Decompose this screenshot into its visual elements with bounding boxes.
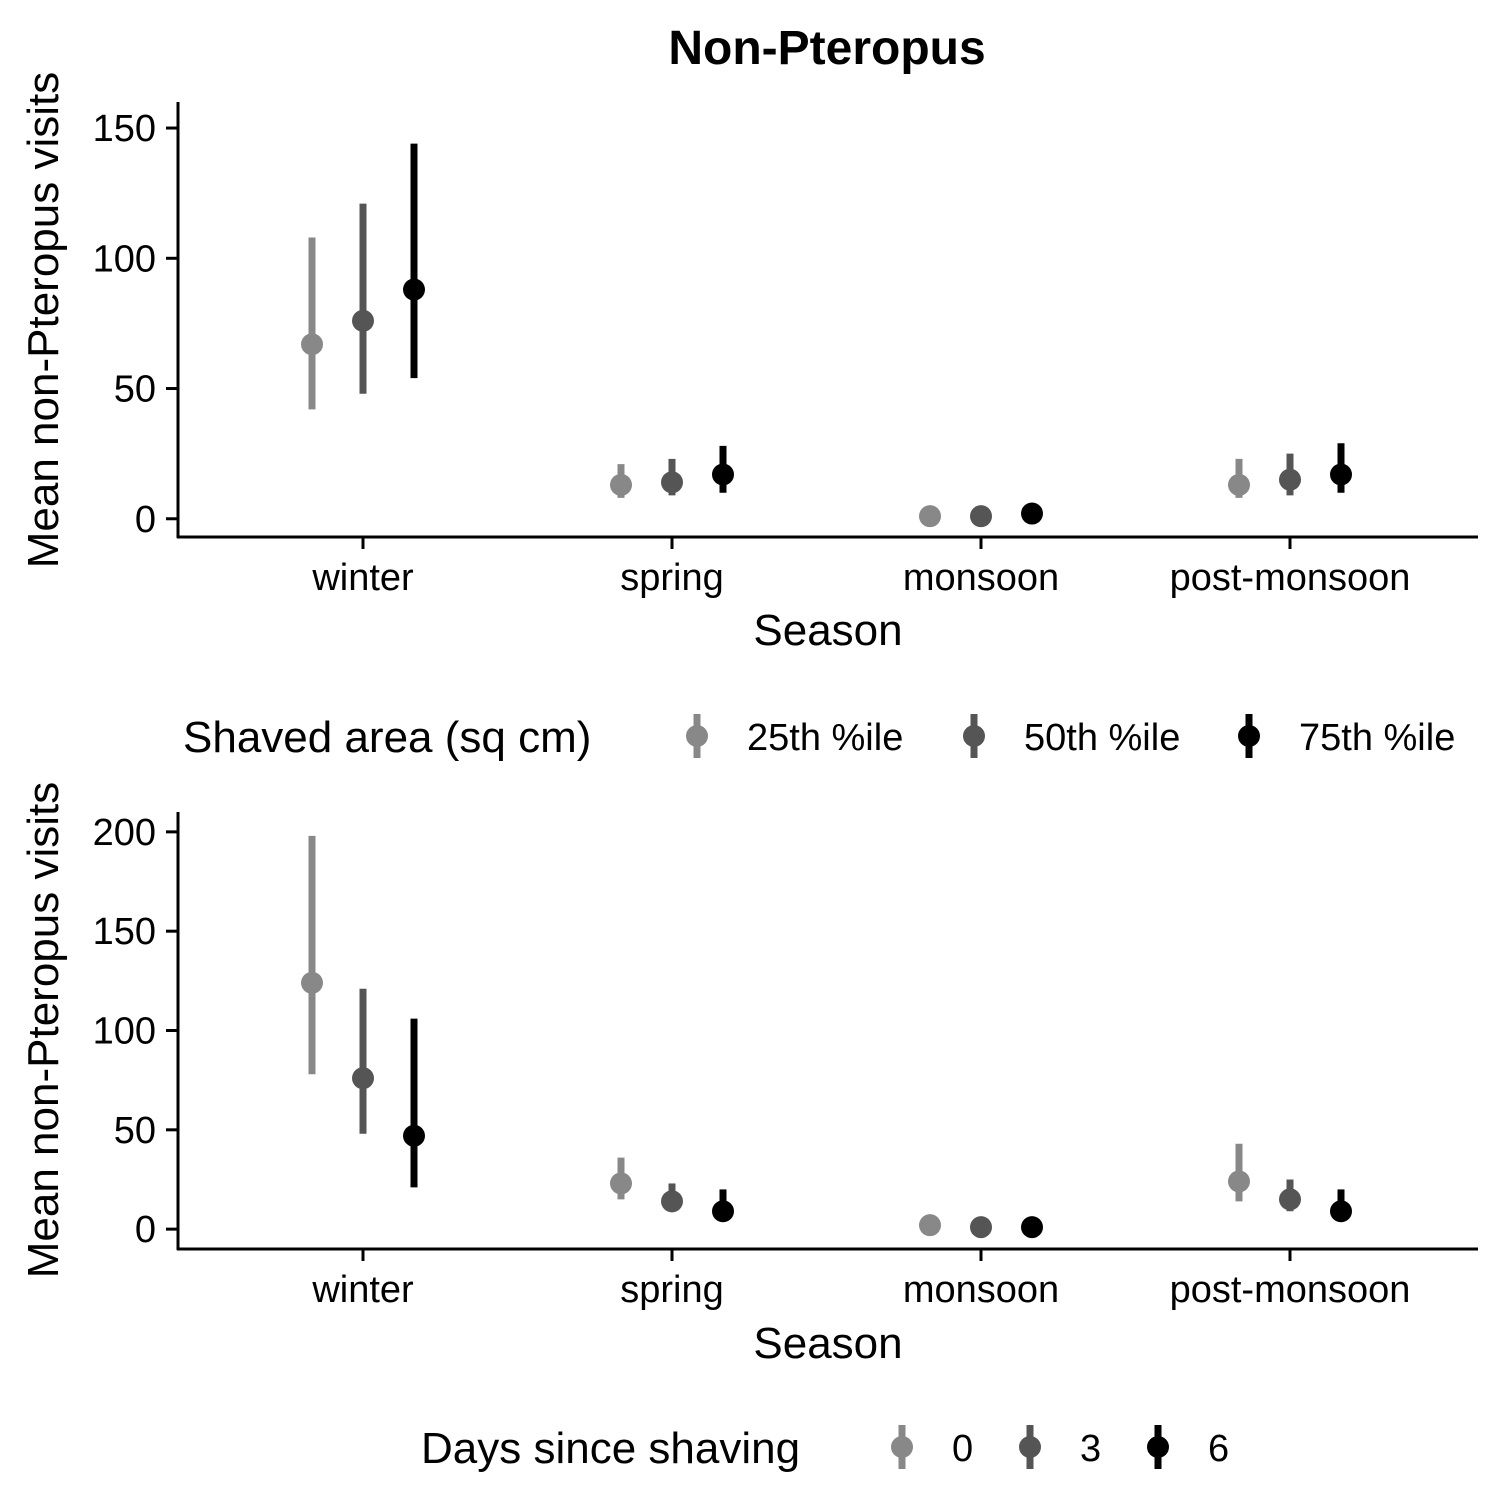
legend-label: 25th %ile xyxy=(747,717,903,759)
y-tick-label: 0 xyxy=(135,1209,156,1251)
legend-label: 75th %ile xyxy=(1299,717,1455,759)
data-point xyxy=(352,1067,374,1090)
data-point xyxy=(712,463,734,486)
data-point xyxy=(661,1190,683,1213)
x-tick-label: winter xyxy=(311,1269,414,1311)
y-tick-label: 100 xyxy=(93,238,156,280)
x-tick-label: spring xyxy=(620,557,724,599)
y-tick-label: 200 xyxy=(93,812,156,854)
data-point xyxy=(301,333,323,356)
figure-title: Non-Pteropus xyxy=(668,22,985,75)
x-axis-title: Season xyxy=(753,1319,902,1368)
data-point xyxy=(610,1172,632,1195)
bottom-panel: 0 50 100 150 200 winter spring monsoon post-mons… xyxy=(19,782,1478,1368)
data-point xyxy=(1228,1170,1250,1193)
data-point xyxy=(301,971,323,994)
y-tick-label: 0 xyxy=(135,499,156,541)
legend-key-point xyxy=(1019,1436,1041,1458)
data-point xyxy=(1330,1200,1352,1223)
data-point xyxy=(919,1214,941,1237)
data-point xyxy=(712,1200,734,1223)
data-point xyxy=(1228,473,1250,496)
legend-key-point xyxy=(963,725,985,747)
legend-label: 3 xyxy=(1080,1428,1101,1470)
x-tick-label: monsoon xyxy=(903,1269,1059,1311)
top-legend: Shaved area (sq cm) 25th %ile 50th %ile 75t… xyxy=(183,713,1455,762)
x-axis-title: Season xyxy=(753,606,902,655)
top-panel: 0 50 100 150 winter spring monsoon post-monsoon… xyxy=(19,72,1478,655)
x-tick-label: monsoon xyxy=(903,557,1059,599)
y-tick-label: 50 xyxy=(114,1110,156,1152)
y-tick-label: 150 xyxy=(93,911,156,953)
data-point xyxy=(610,473,632,496)
data-point xyxy=(1279,1188,1301,1211)
data-point xyxy=(403,278,425,301)
legend-key-point xyxy=(1238,725,1260,747)
data-point xyxy=(661,471,683,494)
legend-key-point xyxy=(1147,1436,1169,1458)
x-tick-label: winter xyxy=(311,557,414,599)
y-axis-title: Mean non-Pteropus visits xyxy=(19,72,68,568)
legend-key-point xyxy=(686,725,708,747)
data-point xyxy=(970,505,992,528)
y-tick-label: 100 xyxy=(93,1011,156,1053)
legend-key-point xyxy=(891,1436,913,1458)
data-point xyxy=(1330,463,1352,486)
x-tick-label: post-monsoon xyxy=(1170,1269,1411,1311)
y-tick-label: 50 xyxy=(114,369,156,411)
data-point xyxy=(352,309,374,332)
legend-title: Days since shaving xyxy=(421,1424,800,1473)
data-point xyxy=(970,1216,992,1239)
legend-label: 0 xyxy=(952,1428,973,1470)
y-axis-title: Mean non-Pteropus visits xyxy=(19,782,68,1278)
data-point xyxy=(1021,1216,1043,1239)
bottom-legend: Days since shaving 0 3 6 xyxy=(421,1424,1229,1473)
x-tick-label: post-monsoon xyxy=(1170,557,1411,599)
data-point xyxy=(919,505,941,528)
data-point xyxy=(1279,468,1301,491)
legend-label: 6 xyxy=(1208,1428,1229,1470)
data-point xyxy=(1021,502,1043,525)
y-tick-label: 150 xyxy=(93,108,156,150)
legend-label: 50th %ile xyxy=(1024,717,1180,759)
legend-title: Shaved area (sq cm) xyxy=(183,713,591,762)
x-tick-label: spring xyxy=(620,1269,724,1311)
data-point xyxy=(403,1124,425,1147)
